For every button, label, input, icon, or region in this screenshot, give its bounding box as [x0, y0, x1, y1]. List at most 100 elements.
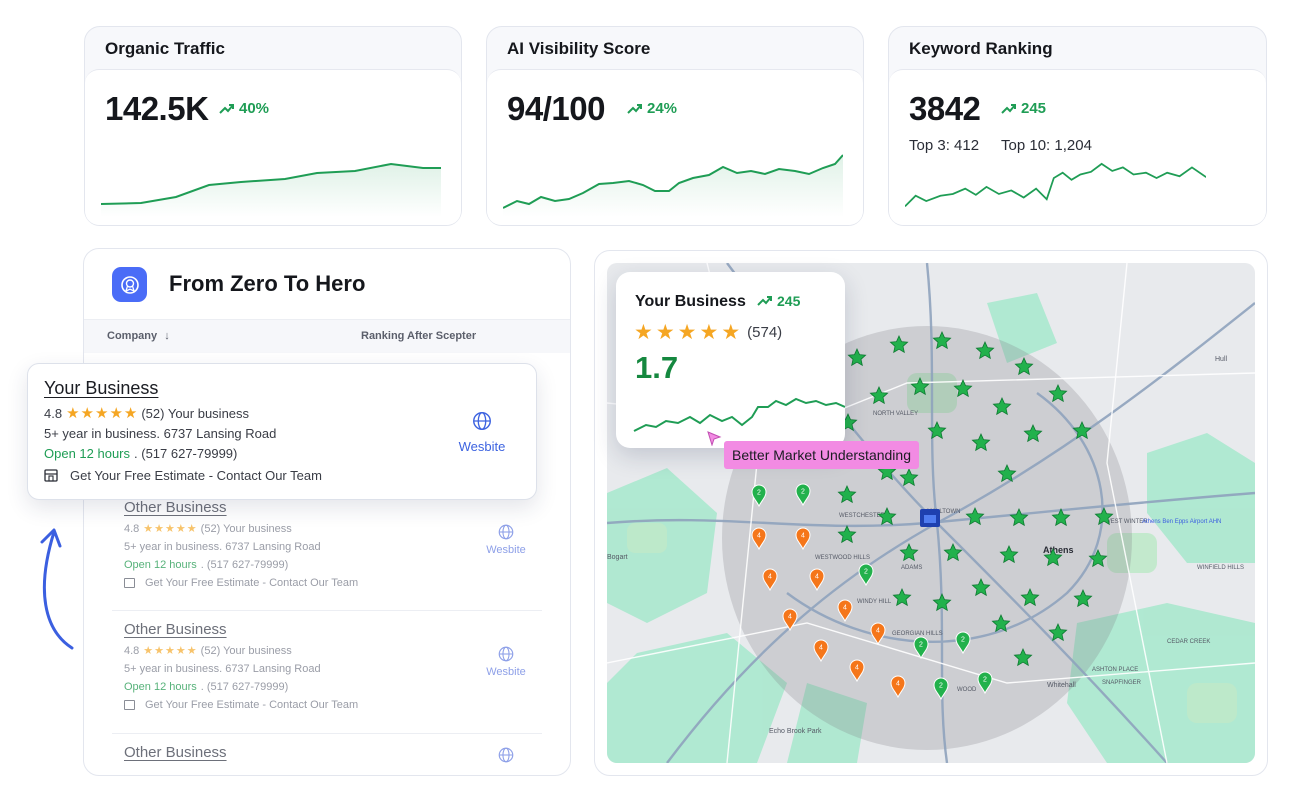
rank-star-marker[interactable] [997, 464, 1017, 483]
rank-star-marker[interactable] [1048, 384, 1068, 403]
rank-pin-marker[interactable] [849, 659, 865, 683]
your-business-rank-card[interactable]: Your Business 245 ★ ★ ★ ★ ★ (574) 1.7 [616, 272, 845, 448]
rank-pin-label: 2 [961, 637, 965, 644]
rank-star-marker[interactable] [999, 545, 1019, 564]
rank-pin-marker[interactable] [809, 568, 825, 592]
rank-star-marker[interactable] [971, 433, 991, 452]
rank-pin-marker[interactable] [782, 608, 798, 632]
rank-star-marker[interactable] [1072, 421, 1092, 440]
rank-pin-marker[interactable] [870, 622, 886, 646]
divider [112, 733, 542, 734]
rank-star-marker[interactable] [899, 468, 919, 487]
cta-text: Get Your Free Estimate - Contact Our Tea… [145, 577, 359, 589]
rank-star-marker[interactable] [1088, 549, 1108, 568]
rank-star-marker[interactable] [869, 386, 889, 405]
map-label: GEORGIAN HILLS [892, 631, 943, 637]
rank-star-marker[interactable] [965, 507, 985, 526]
column-ranking[interactable]: Ranking After Scepter [361, 330, 477, 342]
rank-pin-marker[interactable] [795, 483, 811, 507]
rank-pin-marker[interactable] [813, 639, 829, 663]
rank-pin-marker[interactable] [795, 527, 811, 551]
business-name[interactable]: Other Business [124, 744, 227, 761]
rank-pin-label: 2 [983, 677, 987, 684]
rank-star-marker[interactable] [837, 525, 857, 544]
cta-row[interactable]: Get Your Free Estimate - Contact Our Tea… [124, 699, 544, 711]
hours-row: Open 12 hours. (517 627-79999) [124, 559, 544, 571]
map-label: WINFIELD HILLS [1197, 565, 1244, 571]
trend-up-icon [1001, 103, 1016, 114]
list-item[interactable]: Other Business 4.8 ★ ★ ★ ★ ★ (52) Your busin… [124, 621, 544, 711]
rank-star-marker[interactable] [1094, 507, 1114, 526]
rank-pin-marker[interactable] [751, 527, 767, 551]
review-count: (52) Your business [200, 644, 292, 657]
rank-star-marker[interactable] [971, 578, 991, 597]
from-zero-to-hero-panel: From Zero To Hero Company ↓ Ranking Afte… [83, 248, 571, 776]
rank-pin-marker[interactable] [890, 675, 906, 699]
rank-star-marker[interactable] [1023, 424, 1043, 443]
rank-star-marker[interactable] [932, 331, 952, 350]
featured-business-card[interactable]: Your Business 4.8 ★ ★ ★ ★ ★ (52) Your busine… [27, 363, 537, 500]
kpi-body: 3842 245 Top 3: 412 Top 10: 1,204 [889, 69, 1266, 225]
kpi-body: 142.5K 40% [85, 69, 461, 225]
rank-star-marker[interactable] [1009, 508, 1029, 527]
storefront-icon [124, 700, 135, 710]
website-link[interactable]: Wesbite [452, 410, 512, 454]
award-badge-icon [112, 267, 147, 302]
list-item[interactable]: Other Business [124, 744, 544, 763]
rank-star-marker[interactable] [1014, 357, 1034, 376]
website-link[interactable] [476, 746, 536, 767]
kpi-card-keyword-ranking: Keyword Ranking 3842 245 Top 3: 412 Top … [888, 26, 1267, 226]
rank-pin-marker[interactable] [762, 568, 778, 592]
rank-pin-marker[interactable] [933, 677, 949, 701]
rank-pin-marker[interactable] [977, 671, 993, 695]
rank-star-marker[interactable] [1020, 588, 1040, 607]
column-company[interactable]: Company ↓ [107, 330, 170, 342]
rank-star-marker[interactable] [1043, 548, 1063, 567]
website-link[interactable]: Wesbite [476, 523, 536, 556]
map-label: NORTH VALLEY [873, 411, 918, 417]
rank-star-marker[interactable] [927, 421, 947, 440]
cta-row[interactable]: Get Your Free Estimate - Contact Our Tea… [44, 468, 322, 483]
rank-pin-label: 2 [757, 490, 761, 497]
kpi-value: 142.5K [105, 90, 209, 127]
rank-star-marker[interactable] [877, 462, 897, 481]
rank-star-marker[interactable] [1013, 648, 1033, 667]
map-label: SNAPFINGER [1102, 680, 1142, 686]
kpi-delta: 40% [219, 100, 269, 117]
website-label: Wesbite [486, 666, 526, 678]
rank-pin-marker[interactable] [858, 563, 874, 587]
rank-star-marker[interactable] [877, 507, 897, 526]
rank-star-marker[interactable] [953, 379, 973, 398]
website-link[interactable]: Wesbite [476, 645, 536, 678]
rank-star-marker[interactable] [889, 335, 909, 354]
rank-star-marker[interactable] [837, 485, 857, 504]
rank-star-marker[interactable] [1048, 623, 1068, 642]
rank-pin-marker[interactable] [913, 636, 929, 660]
rank-sparkline [633, 397, 845, 432]
rating-row: 4.8 ★ ★ ★ ★ ★ (52) Your business [124, 644, 544, 658]
rank-pin-marker[interactable] [751, 484, 767, 508]
rank-star-marker[interactable] [975, 341, 995, 360]
rank-star-marker[interactable] [992, 397, 1012, 416]
rank-star-marker[interactable] [1073, 589, 1093, 608]
rank-star-marker[interactable] [991, 614, 1011, 633]
tooltip: Better Market Understanding [724, 441, 919, 469]
rank-star-marker[interactable] [892, 588, 912, 607]
globe-icon [498, 747, 514, 763]
rank-pin-marker[interactable] [955, 631, 971, 655]
rank-star-marker[interactable] [847, 348, 867, 367]
rank-star-marker[interactable] [943, 543, 963, 562]
list-item[interactable]: Other Business 4.8 ★ ★ ★ ★ ★ (52) Your busin… [124, 499, 544, 589]
rank-star-marker[interactable] [1051, 508, 1071, 527]
sort-down-icon: ↓ [164, 330, 170, 342]
cta-row[interactable]: Get Your Free Estimate - Contact Our Tea… [124, 577, 544, 589]
your-business-store-icon[interactable] [920, 509, 940, 527]
website-label: Wesbite [486, 544, 526, 556]
business-name[interactable]: Other Business [124, 499, 227, 516]
business-name[interactable]: Your Business [44, 378, 159, 398]
rank-pin-marker[interactable] [837, 599, 853, 623]
rank-star-marker[interactable] [910, 377, 930, 396]
business-name[interactable]: Other Business [124, 621, 227, 638]
rank-star-marker[interactable] [932, 593, 952, 612]
rank-star-marker[interactable] [899, 543, 919, 562]
